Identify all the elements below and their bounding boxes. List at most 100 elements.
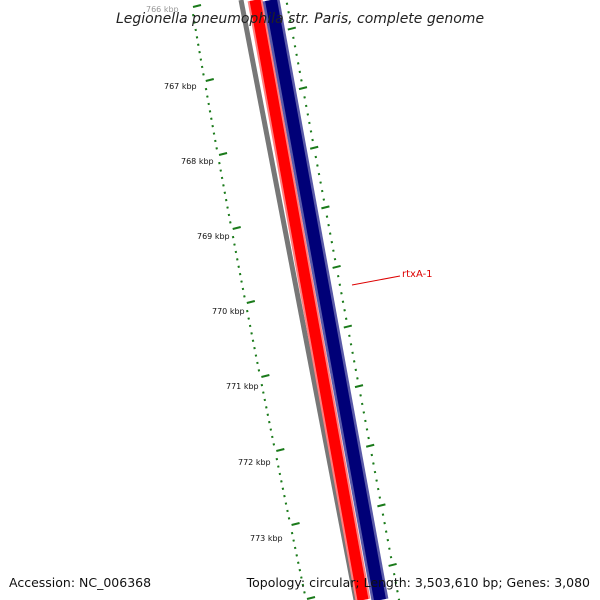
tick-mark-minor [370,453,374,457]
tick-mark-minor [287,11,290,14]
tick-label-772: 772 kbp [238,458,271,467]
tick-mark-minor [295,554,298,557]
tick-mark-minor [349,343,353,346]
tick-mark-minor [256,361,259,365]
tick-mark-minor [280,480,283,483]
tick-mark-minor [298,70,302,74]
tick-mark-minor [386,538,390,542]
forward-strand-track [249,0,369,600]
tick-mark-minor [381,513,385,516]
tick-mark-minor [284,502,288,505]
tick-mark-minor [348,334,351,338]
tick-mark-minor [287,517,291,520]
tick-mark-minor [211,124,214,128]
tick-mark-minor [278,472,282,476]
tick-mark-minor [247,317,250,320]
tick-mark-minor [222,184,225,187]
tick-label-770: 770 kbp [212,307,245,316]
tick-mark-minor [234,250,238,254]
tick-mark-minor [309,130,313,133]
tick-mark-minor [352,360,356,363]
tick-mark-minor [362,411,366,414]
tick-mark-minor [303,96,306,99]
tick-mark-minor [304,104,308,108]
tick-mark-minor [384,530,388,533]
tick-mark-minor [343,309,346,312]
tick-mark-minor [296,62,300,65]
tick-mark-major [388,562,397,567]
tick-ring [191,2,401,600]
tick-mark-minor [257,369,261,372]
tick-mark-minor [197,43,200,46]
tick-mark-minor [224,198,228,202]
tick-mark-major [377,503,386,508]
genome-summary: Topology: circular; Length: 3,503,610 bp… [246,575,590,590]
tick-mark-minor [365,428,369,431]
tick-mark-minor [327,223,330,227]
tick-mark-minor [237,265,240,268]
tick-mark-minor [227,213,231,217]
tick-mark-minor [191,13,195,17]
tick-mark-minor [207,102,210,106]
tick-mark-minor [248,324,252,328]
tick-label-768: 768 kbp [181,157,214,166]
tick-label-766: 766 kbp [146,5,179,14]
tick-mark-minor [389,555,393,559]
tick-mark-minor [206,95,209,98]
accession-label: Accession: NC_006368 [9,575,151,590]
tick-mark-minor [198,50,201,54]
tick-mark-minor [262,391,265,394]
tick-mark-minor [210,117,213,120]
tick-mark-minor [328,232,332,235]
tick-mark-minor [269,428,273,431]
tick-mark-major [276,448,285,452]
tick-mark-minor [194,28,197,32]
tick-mark-minor [295,53,298,57]
tick-mark-major [218,152,228,156]
tick-mark-minor [316,164,319,167]
tick-mark-major [309,145,319,150]
tick-mark-minor [215,147,218,150]
tick-mark-minor [193,21,196,24]
tick-mark-minor [292,539,295,542]
tick-mark-minor [356,377,359,380]
tick-mark-minor [364,419,367,423]
tick-mark-minor [375,479,378,482]
reverse-strand-track [265,0,386,600]
tick-mark-minor [330,240,334,244]
tick-mark-minor [253,346,256,350]
tick-mark-minor [311,138,314,142]
tick-mark-minor [277,465,280,468]
tick-mark-minor [214,139,217,143]
tick-mark-major [332,264,341,269]
tick-mark-minor [319,181,322,184]
tick-mark-minor [341,300,345,303]
tick-mark-minor [290,531,294,535]
tick-mark-major [365,443,375,448]
tick-mark-major [306,596,316,600]
tick-mark-minor [286,509,289,513]
tick-mark-minor [223,191,227,194]
tick-mark-minor [288,19,292,22]
tick-mark-minor [359,394,362,397]
tick-mark-minor [340,292,343,295]
tick-mark-minor [354,368,358,372]
tick-mark-minor [293,45,297,48]
tick-mark-minor [396,590,399,593]
tick-mark-minor [308,121,311,125]
tick-mark-minor [199,58,203,61]
tick-mark-minor [195,36,199,39]
tick-mark-minor [301,583,305,587]
tick-mark-minor [265,406,268,409]
tick-mark-major [261,374,270,378]
tick-mark-minor [298,568,302,572]
tick-mark-minor [251,339,255,342]
tick-label-767: 767 kbp [164,82,197,91]
tick-mark-major [343,324,353,329]
tick-mark-minor [388,547,391,550]
tick-label-773: 773 kbp [250,534,283,543]
tick-mark-major [246,300,256,304]
tick-mark-minor [250,332,253,335]
tick-mark-minor [231,235,235,239]
